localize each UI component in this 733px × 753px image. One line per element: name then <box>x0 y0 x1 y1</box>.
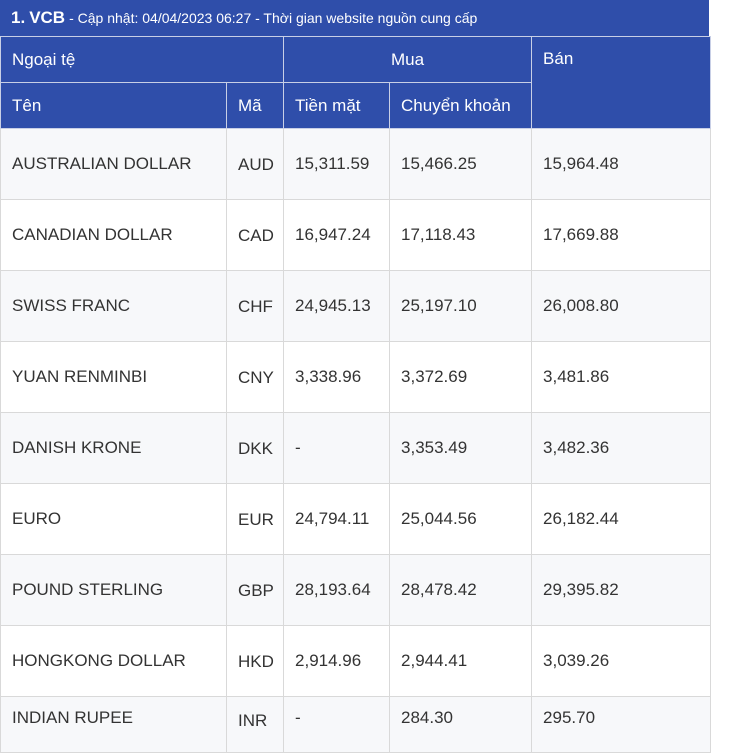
currency-code-cell: EUR <box>225 483 285 555</box>
transfer-buy-cell: 3,372.69 <box>389 341 533 413</box>
sell-rate-cell: 17,669.88 <box>531 199 712 271</box>
table-row: EURO EUR 24,794.11 25,044.56 26,182.44 <box>0 483 712 555</box>
transfer-buy-cell: 3,353.49 <box>389 412 533 484</box>
sell-rate-cell: 15,964.48 <box>531 128 712 200</box>
table-row: YUAN RENMINBI CNY 3,338.96 3,372.69 3,481.86 <box>0 341 712 413</box>
currency-code-cell: INR <box>225 696 285 753</box>
currency-name-cell: SWISS FRANC <box>0 270 227 342</box>
currency-code-cell: GBP <box>225 554 285 626</box>
column-header-code: Mã <box>225 82 285 129</box>
group-header-sell: Bán <box>531 36 712 129</box>
cash-buy-cell: 24,945.13 <box>283 270 391 342</box>
currency-name-cell: EURO <box>0 483 227 555</box>
transfer-buy-cell: 17,118.43 <box>389 199 533 271</box>
table-row: HONGKONG DOLLAR HKD 2,914.96 2,944.41 3,039.… <box>0 625 712 697</box>
sell-rate-cell: 26,182.44 <box>531 483 712 555</box>
transfer-buy-cell: 25,197.10 <box>389 270 533 342</box>
currency-name-cell: HONGKONG DOLLAR <box>0 625 227 697</box>
currency-code-cell: DKK <box>225 412 285 484</box>
column-header-transfer: Chuyển khoản <box>389 82 533 129</box>
column-header-name: Tên <box>0 82 227 129</box>
currency-code-cell: CNY <box>225 341 285 413</box>
cash-buy-cell: - <box>283 696 391 753</box>
cash-buy-cell: 2,914.96 <box>283 625 391 697</box>
currency-name-cell: POUND STERLING <box>0 554 227 626</box>
table-body: AUSTRALIAN DOLLAR AUD 15,311.59 15,466.25 15… <box>0 128 712 753</box>
table-row: CANADIAN DOLLAR CAD 16,947.24 17,118.43 17,6… <box>0 199 712 271</box>
table-row: INDIAN RUPEE INR -284.30 295.70 <box>0 696 712 753</box>
currency-name-cell: YUAN RENMINBI <box>0 341 227 413</box>
currency-name-cell: CANADIAN DOLLAR <box>0 199 227 271</box>
column-header-cash: Tiền mặt <box>283 82 391 129</box>
cash-buy-cell: 15,311.59 <box>283 128 391 200</box>
currency-code-cell: HKD <box>225 625 285 697</box>
sell-rate-cell: 295.70 <box>531 696 712 753</box>
table-title-bar: 1. VCB - Cập nhật: 04/04/2023 06:27 - Th… <box>0 0 709 36</box>
update-subtitle: - Cập nhật: 04/04/2023 06:27 - Thời gian… <box>69 10 478 26</box>
transfer-buy-cell: 25,044.56 <box>389 483 533 555</box>
transfer-buy-cell: 2,944.41 <box>389 625 533 697</box>
table-row: POUND STERLING GBP 28,193.64 28,478.42 29,39… <box>0 554 712 626</box>
transfer-buy-cell: 284.30 <box>389 696 533 753</box>
currency-code-cell: CHF <box>225 270 285 342</box>
currency-name-cell: INDIAN RUPEE <box>0 696 227 753</box>
bank-index: 1. <box>11 8 26 27</box>
sell-rate-cell: 26,008.80 <box>531 270 712 342</box>
transfer-buy-cell: 15,466.25 <box>389 128 533 200</box>
bank-name: VCB <box>29 8 66 27</box>
currency-code-cell: AUD <box>225 128 285 200</box>
currency-name-cell: AUSTRALIAN DOLLAR <box>0 128 227 200</box>
currency-code-cell: CAD <box>225 199 285 271</box>
table-row: DANISH KRONE DKK -3,353.49 3,482.36 <box>0 412 712 484</box>
exchange-rate-table: Ngoại tệ Mua Bán Tên Mã Tiền mặt Chuyển … <box>0 36 712 753</box>
table-row: AUSTRALIAN DOLLAR AUD 15,311.59 15,466.25 15… <box>0 128 712 200</box>
currency-name-cell: DANISH KRONE <box>0 412 227 484</box>
group-header-currency: Ngoại tệ <box>0 36 285 83</box>
sell-rate-cell: 3,039.26 <box>531 625 712 697</box>
cash-buy-cell: 16,947.24 <box>283 199 391 271</box>
table-row: SWISS FRANC CHF 24,945.13 25,197.10 26,008.8… <box>0 270 712 342</box>
sell-rate-cell: 29,395.82 <box>531 554 712 626</box>
cash-buy-cell: - <box>283 412 391 484</box>
cash-buy-cell: 28,193.64 <box>283 554 391 626</box>
sell-rate-cell: 3,482.36 <box>531 412 712 484</box>
transfer-buy-cell: 28,478.42 <box>389 554 533 626</box>
sell-rate-cell: 3,481.86 <box>531 341 712 413</box>
cash-buy-cell: 24,794.11 <box>283 483 391 555</box>
group-header-buy: Mua <box>283 36 533 83</box>
cash-buy-cell: 3,338.96 <box>283 341 391 413</box>
